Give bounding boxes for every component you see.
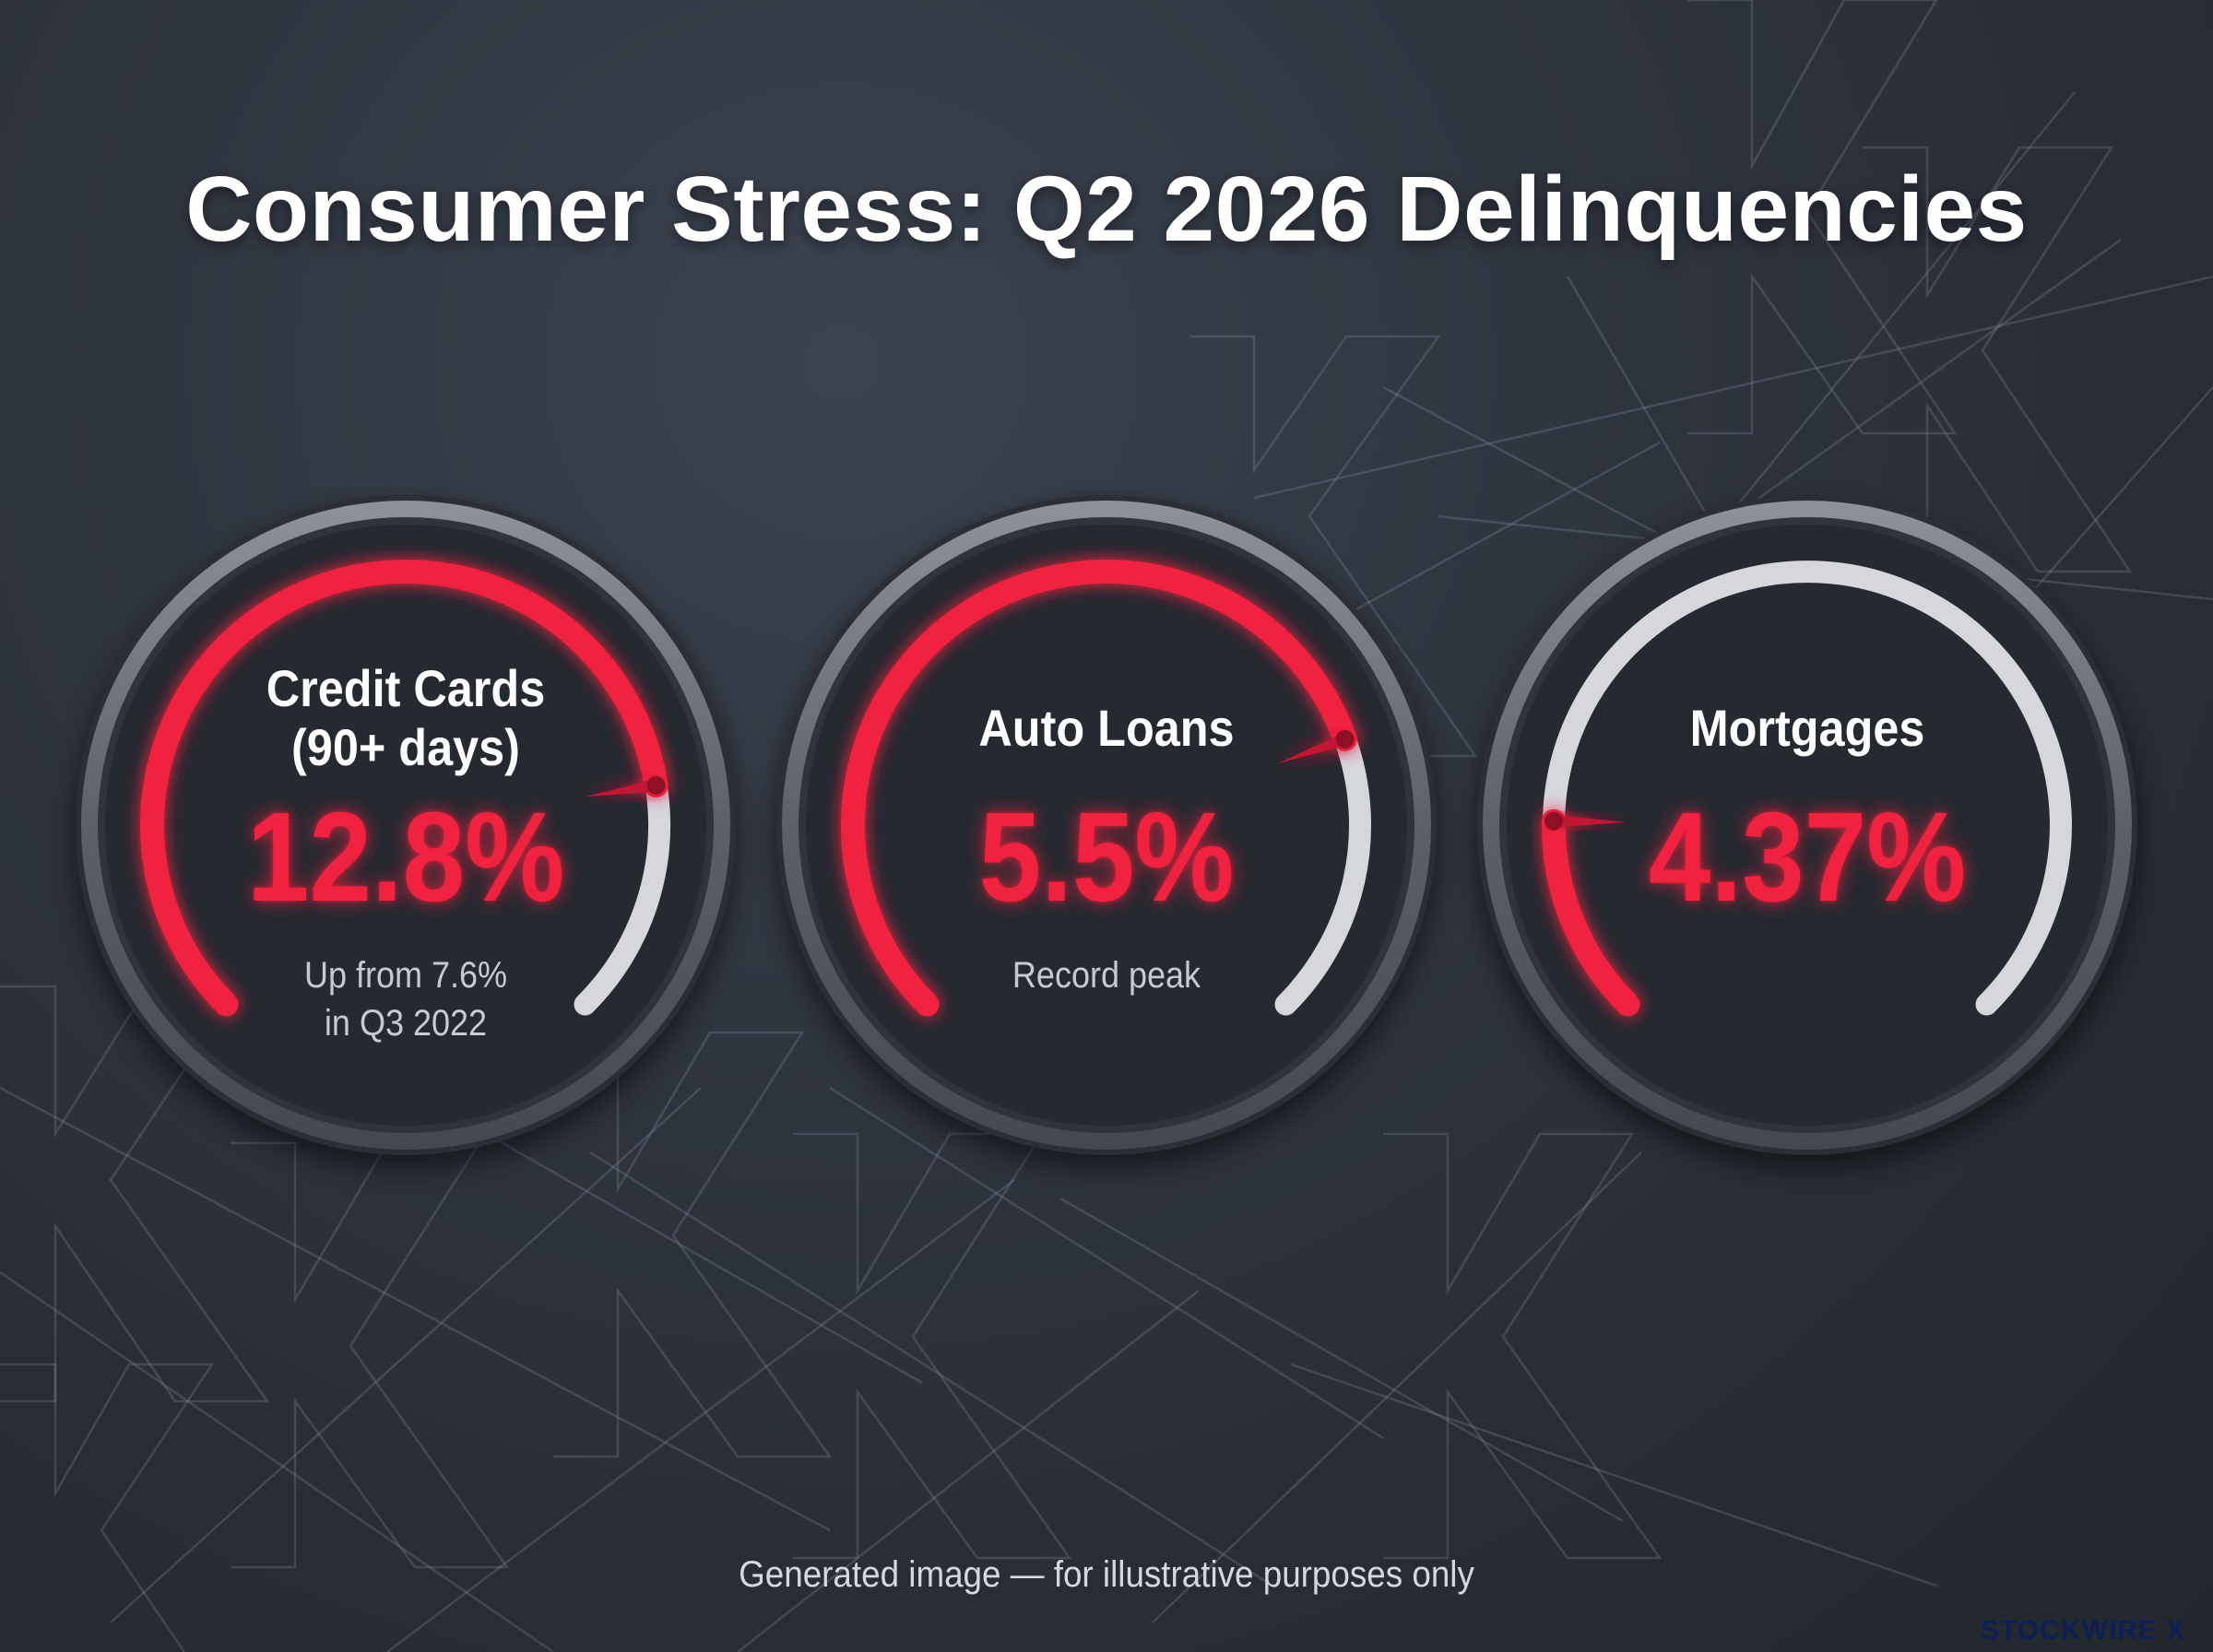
gauge-track-remaining: [1274, 727, 1372, 1016]
gauge-note-line: Up from 7.6%: [303, 955, 508, 996]
gauge-track-remaining: [574, 774, 670, 1016]
gauge-track-remaining: [1543, 560, 2072, 1016]
gauge-note-line: Record peak: [1012, 955, 1201, 996]
gauge-needle-hub: [1544, 811, 1563, 831]
gauge-face: [806, 525, 1407, 1126]
gauge-mortgages: Mortgages 4.37%: [1475, 493, 2139, 1157]
gauge-value: 12.8%: [246, 786, 565, 928]
gauge-note: Record peak: [941, 951, 1272, 999]
gauge-face: [105, 525, 706, 1126]
gauge-face: [1507, 525, 2108, 1126]
gauge-note-line: in Q3 2022: [324, 1003, 488, 1044]
brand-logo: STOCKWIRE X: [1981, 1615, 2186, 1646]
gauge-arc-filled: [841, 560, 1357, 1017]
gauge-dial: [1477, 495, 2137, 1155]
gauge-needle: [1553, 814, 1626, 828]
gauge-label-line: Auto Loans: [978, 699, 1235, 757]
gauge-dial: [776, 495, 1437, 1155]
gauge-note: Up from 7.6% in Q3 2022: [240, 951, 572, 1047]
page-title: Consumer Stress: Q2 2026 Delinquencies: [185, 158, 2028, 261]
gauge-label: Mortgages: [1600, 699, 2015, 758]
gauge-label: Credit Cards (90+ days): [198, 659, 613, 777]
gauge-needle-hub: [646, 776, 666, 795]
footnote: Generated image — for illustrative purpo…: [739, 1554, 1474, 1595]
gauge-auto-loans: Auto Loans 5.5% Record peak: [775, 493, 1438, 1157]
gauge-value: 5.5%: [978, 786, 1235, 928]
gauge-arc-filled: [140, 560, 669, 1017]
gauge-value: 4.37%: [1648, 786, 1967, 928]
gauge-needle: [585, 779, 657, 797]
gauge-credit-cards: Credit Cards (90+ days) 12.8% Up from 7.…: [74, 493, 738, 1157]
gauge-label-line: (90+ days): [291, 718, 520, 776]
gauge-label: Auto Loans: [899, 699, 1314, 758]
gauge-arc-filled: [1541, 808, 1640, 1017]
gauge-label-line: Mortgages: [1689, 699, 1925, 757]
gauge-label-line: Credit Cards: [266, 659, 546, 717]
gauge-needle-hub: [1335, 729, 1355, 749]
gauge-dial: [76, 495, 736, 1155]
gauge-needle: [1277, 733, 1348, 764]
